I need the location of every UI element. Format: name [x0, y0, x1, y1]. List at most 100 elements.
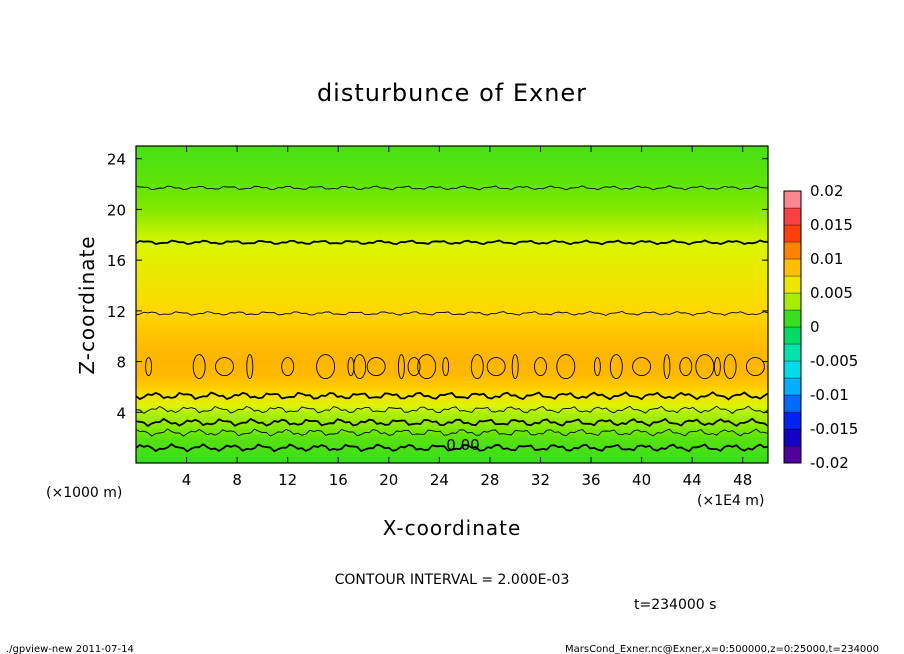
- colorbar-cell: [783, 258, 802, 277]
- contour-cell: [695, 354, 715, 380]
- colorbar-cell: [783, 207, 802, 226]
- color-band: [136, 174, 768, 179]
- colorbar-cell: [783, 360, 802, 379]
- y-tick-label: 8: [116, 354, 126, 372]
- color-band: [136, 422, 768, 427]
- colorbar-tick-label: -0.01: [810, 386, 849, 404]
- x-tick-label: 16: [329, 471, 348, 489]
- color-band: [136, 380, 768, 385]
- color-band: [136, 346, 768, 350]
- color-band: [136, 153, 768, 158]
- color-band: [136, 232, 768, 237]
- color-band: [136, 214, 768, 218]
- color-band: [136, 446, 768, 451]
- color-band: [136, 169, 768, 173]
- contour-cell: [353, 354, 367, 380]
- colorbar-cell: [783, 343, 802, 362]
- color-band: [136, 293, 768, 298]
- color-band: [136, 200, 768, 205]
- color-band: [136, 454, 768, 459]
- color-band: [136, 407, 768, 411]
- contour-lines: [136, 185, 768, 453]
- color-band: [136, 399, 768, 403]
- color-band: [136, 150, 768, 155]
- color-band: [136, 438, 768, 443]
- color-band: [136, 203, 768, 208]
- color-band: [136, 404, 768, 409]
- color-band: [136, 269, 768, 274]
- color-band: [136, 311, 768, 316]
- colorbar-cell: [783, 394, 802, 413]
- x-tick-label: 40: [632, 471, 651, 489]
- color-band: [136, 401, 768, 406]
- colorbar-tick-label: -0.02: [810, 454, 849, 472]
- colorbar-cell: [783, 224, 802, 243]
- color-band: [136, 296, 768, 300]
- color-band: [136, 354, 768, 358]
- colorbar-tick-label: 0.01: [810, 250, 843, 268]
- contour-label: 0.00: [446, 436, 479, 454]
- color-band: [136, 248, 768, 253]
- contour-cell: [407, 357, 421, 377]
- contour-cell: [417, 354, 437, 380]
- footer-right: MarsCond_Exner.nc@Exner,x=0:500000,z=0:2…: [565, 644, 879, 654]
- color-band: [136, 185, 768, 189]
- color-band: [136, 285, 768, 290]
- chart-title: disturbunce of Exner: [317, 79, 587, 107]
- contour-line: [136, 391, 768, 401]
- contour-cell: [442, 357, 450, 377]
- x-tick-label: 36: [581, 471, 600, 489]
- y-tick-label: 20: [107, 201, 126, 219]
- contour-cell: [593, 357, 601, 377]
- color-band: [136, 282, 768, 287]
- color-band: [136, 333, 768, 337]
- color-band: [136, 372, 768, 377]
- color-band: [136, 388, 768, 393]
- y-tick-label: 4: [116, 404, 126, 422]
- colorbar-cell: [783, 292, 802, 311]
- x-tick-label: 48: [733, 471, 752, 489]
- colorbar-cell: [783, 326, 802, 345]
- contour-cell: [246, 354, 254, 380]
- color-band: [136, 166, 768, 171]
- contour-cell: [679, 357, 693, 377]
- color-band: [136, 348, 768, 353]
- colorbar-cell: [783, 411, 802, 430]
- color-band: [136, 272, 768, 276]
- contour-cell: [470, 354, 484, 380]
- color-band: [136, 317, 768, 321]
- contour-line: [136, 239, 768, 246]
- color-band: [136, 261, 768, 266]
- color-band: [136, 375, 768, 379]
- color-band: [136, 433, 768, 438]
- color-band: [136, 208, 768, 213]
- color-band: [136, 206, 768, 210]
- color-band: [136, 298, 768, 303]
- color-band: [136, 224, 768, 229]
- colorbar-tick-label: 0.02: [810, 182, 843, 200]
- color-band: [136, 187, 768, 192]
- contour-cell: [663, 354, 671, 380]
- contour-cell: [713, 357, 721, 377]
- contour-line: [136, 428, 768, 437]
- color-band: [136, 190, 768, 195]
- color-band: [136, 156, 768, 160]
- contour-line: [136, 405, 768, 414]
- colorbar-cell: [783, 241, 802, 260]
- color-band: [136, 306, 768, 311]
- contour-cell: [745, 357, 765, 377]
- x-axis-title: X-coordinate: [383, 516, 522, 540]
- color-band: [136, 277, 768, 282]
- color-band: [136, 237, 768, 242]
- colorbar-cell: [783, 309, 802, 328]
- x-scale-label: (×1E4 m): [697, 493, 764, 509]
- color-band: [136, 340, 768, 345]
- color-band: [136, 177, 768, 181]
- x-tick-label: 28: [480, 471, 499, 489]
- x-tick-label: 44: [683, 471, 702, 489]
- color-band: [136, 211, 768, 216]
- color-band: [136, 179, 768, 184]
- colorbar-tick-label: -0.005: [810, 352, 858, 370]
- color-band: [136, 428, 768, 432]
